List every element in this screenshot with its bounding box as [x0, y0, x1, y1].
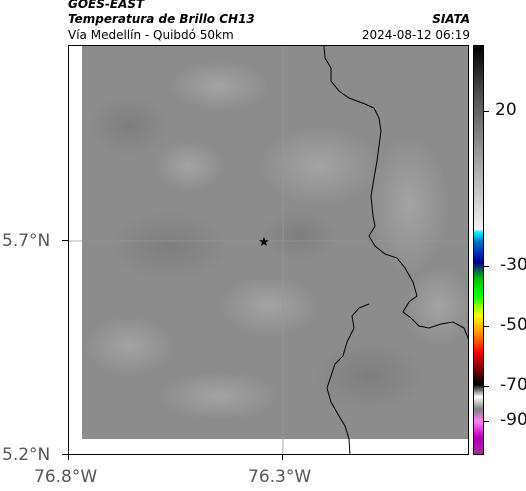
datetime-label: 2024-08-12 06:19	[361, 28, 470, 42]
colorbar-tick-label: 20	[495, 100, 517, 120]
x-tick-mark	[68, 455, 69, 460]
x-tick-label: 76.8°W	[34, 467, 98, 487]
map-canvas: ★	[69, 46, 468, 454]
colorbar-tick-mark	[484, 421, 489, 422]
y-tick-label: 5.2°N	[2, 445, 51, 465]
y-tick-mark	[62, 240, 68, 241]
agency-label: SIATA	[432, 12, 470, 26]
colorbar-tick-mark	[484, 111, 489, 112]
cloud-texture	[84, 61, 468, 421]
y-tick-mark	[62, 454, 68, 455]
colorbar-tick-label: -30	[500, 255, 526, 275]
colorbar-tick-mark	[484, 266, 489, 267]
colorbar-tick-label: -50	[500, 315, 526, 335]
location-marker[interactable]: ★	[258, 235, 270, 250]
region-label: Vía Medellín - Quibdó 50km	[68, 28, 234, 42]
department-border	[323, 46, 468, 341]
x-tick-label: 76.3°W	[248, 467, 312, 487]
x-tick-mark	[282, 455, 283, 460]
colorbar-tick-label: -70	[500, 375, 526, 395]
brightness-temperature-colormap	[474, 46, 483, 454]
river-border	[326, 303, 370, 454]
product-title: Temperatura de Brillo CH13	[68, 12, 255, 26]
satellite-title: GOES-EAST	[68, 0, 145, 11]
y-tick-label: 5.7°N	[2, 231, 51, 251]
colorbar-tick-mark	[484, 386, 489, 387]
colorbar	[473, 45, 484, 455]
colorbar-tick-mark	[484, 326, 489, 327]
star-icon: ★	[258, 235, 270, 250]
satellite-map[interactable]: ★	[68, 45, 469, 455]
colorbar-tick-label: -90	[500, 410, 526, 430]
